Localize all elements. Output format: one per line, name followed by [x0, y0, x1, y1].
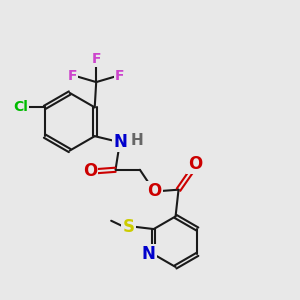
Text: F: F: [68, 68, 77, 83]
Text: Cl: Cl: [13, 100, 28, 114]
Text: F: F: [115, 68, 125, 83]
Text: S: S: [122, 218, 134, 236]
Text: O: O: [188, 155, 202, 173]
Text: O: O: [83, 162, 97, 180]
Text: F: F: [92, 52, 101, 66]
Text: H: H: [131, 133, 144, 148]
Text: N: N: [113, 133, 127, 151]
Text: O: O: [147, 182, 161, 200]
Text: N: N: [141, 245, 155, 263]
